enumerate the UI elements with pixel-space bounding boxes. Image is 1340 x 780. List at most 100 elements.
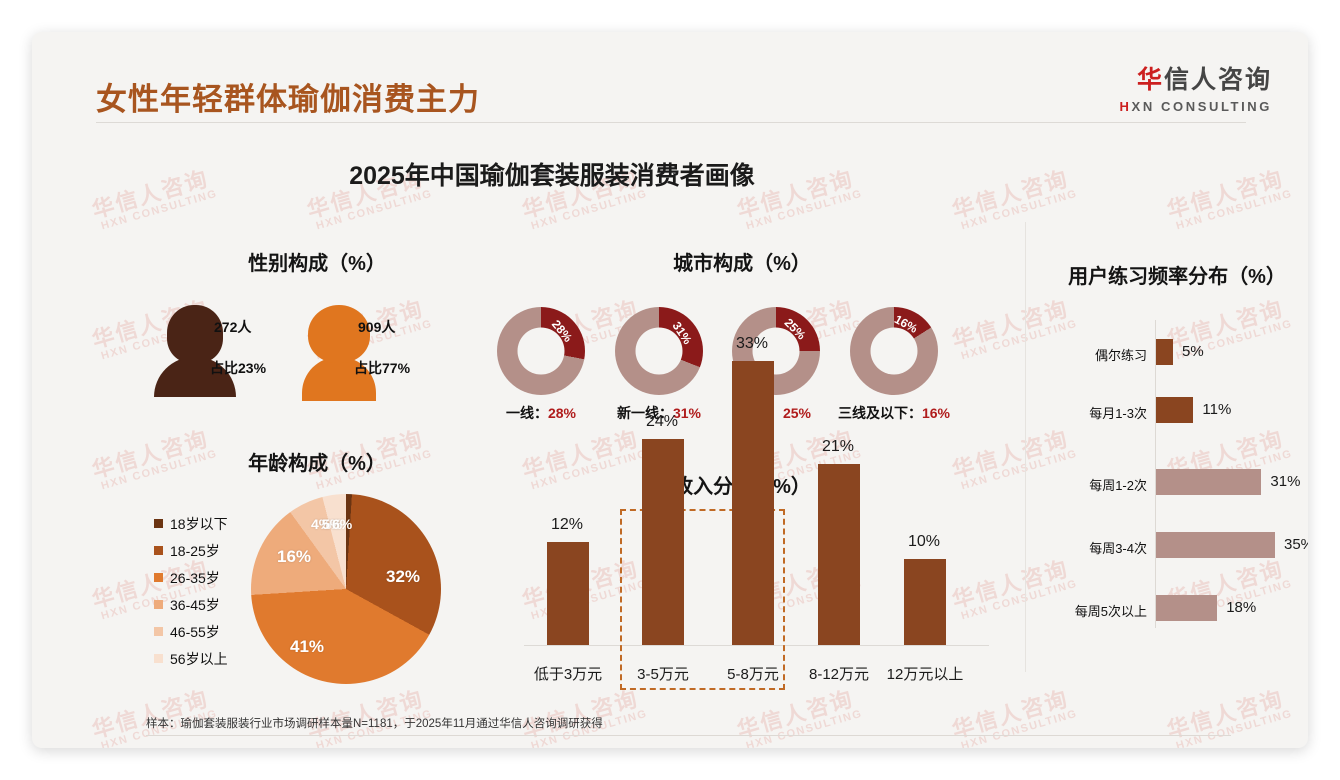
- donut-label-value: 25%: [782, 405, 812, 421]
- income-bar-category: 5-8万元: [727, 666, 779, 683]
- legend-label: 18岁以下: [170, 515, 228, 532]
- frequency-category: 每月1-3次: [1089, 406, 1147, 421]
- donut-label: 新一线：31%: [617, 403, 701, 423]
- frequency-category: 偶尔练习: [1094, 348, 1147, 363]
- income-bar-category: 3-5万元: [637, 666, 689, 683]
- donut-hole: [870, 327, 918, 375]
- pie-slice-label: 41%: [290, 637, 325, 656]
- frequency-bar: [1156, 339, 1173, 365]
- income-bar-value: 33%: [736, 335, 769, 353]
- legend-swatch: [154, 600, 163, 609]
- frequency-bar: [1156, 397, 1194, 423]
- frequency-bar: [1156, 532, 1275, 558]
- age-pie-chart: [251, 494, 441, 684]
- city-donut: 28% 一线：28%: [497, 307, 585, 421]
- pie-slice-label: 5%: [322, 516, 343, 532]
- donut-label: 三线及以下：16%: [838, 403, 950, 423]
- income-bar-category: 12万元以上: [886, 666, 964, 683]
- frequency-section-title: 用户练习频率分布（%）: [1068, 266, 1286, 288]
- income-axis-line: [524, 645, 989, 646]
- male-silhouette-icon-head: [167, 305, 223, 363]
- logo-en-red: H: [1119, 99, 1132, 114]
- legend-label: 18-25岁: [170, 542, 220, 559]
- city-section-title: 城市构成（%）: [673, 253, 811, 275]
- donut-label-value: 28%: [547, 405, 577, 421]
- donut-hole: [517, 327, 565, 375]
- donut-ring: 28%: [497, 307, 585, 395]
- legend-item: 56岁以上: [154, 645, 228, 672]
- frequency-value: 35%: [1284, 536, 1308, 553]
- income-bar-value: 21%: [822, 438, 855, 456]
- header-divider: [96, 122, 1246, 123]
- donut-ring: 31%: [615, 307, 703, 395]
- frequency-bar: [1156, 469, 1262, 495]
- female-silhouette-icon-head: [308, 305, 370, 363]
- frequency-axis-line: [1155, 320, 1156, 628]
- pie-slice-label: 16%: [277, 547, 312, 566]
- legend-label: 36-45岁: [170, 596, 220, 613]
- frequency-value: 11%: [1202, 401, 1232, 418]
- pie-slice-label: 32%: [386, 567, 421, 586]
- infographic-card: 华信人咨询 HXN CONSULTING 华信人咨询 HXN CONSULTING 华信…: [32, 32, 1308, 748]
- company-logo: 华信人咨询 HXN CONSULTING: [1120, 60, 1272, 114]
- frequency-value: 5%: [1182, 343, 1204, 360]
- donut-label-text: 新一线：: [616, 405, 673, 421]
- age-pie-legend: 18岁以下 18-25岁 26-35岁 36-45岁 46-55岁 56岁以上: [154, 510, 228, 672]
- city-donut: 16% 三线及以下：16%: [838, 307, 950, 421]
- legend-swatch: [154, 546, 163, 555]
- income-highlight-box: [620, 509, 785, 690]
- gender-share: 占比23%: [210, 360, 267, 376]
- frequency-category: 每周1-2次: [1089, 478, 1147, 493]
- gender-share: 占比77%: [354, 360, 411, 376]
- income-bar-value: 10%: [908, 533, 941, 550]
- donut-hole: [635, 327, 683, 375]
- donut-ring: 16%: [850, 307, 938, 395]
- pie-slice-label: 6%: [332, 516, 353, 532]
- legend-swatch: [154, 654, 163, 663]
- city-donut: 31% 新一线：31%: [615, 307, 703, 421]
- page-title: 女性年轻群体瑜伽消费主力: [96, 82, 480, 117]
- income-bar: [732, 361, 774, 645]
- logo-cn-red: 华: [1136, 66, 1164, 94]
- income-bar-value: 12%: [551, 515, 584, 533]
- frequency-bar: [1156, 595, 1218, 621]
- male-silhouette-icon: [150, 305, 240, 397]
- legend-swatch: [154, 519, 163, 528]
- gender-section-title: 性别构成（%）: [248, 253, 386, 275]
- logo-cn: 华信人咨询: [1120, 60, 1272, 96]
- sample-note: 样本：瑜伽套装服装行业市场调研样本量N=1181，于2025年11月通过华信人咨…: [146, 718, 603, 730]
- female-silhouette-icon: [294, 305, 384, 401]
- legend-label: 26-35岁: [170, 569, 220, 586]
- legend-label: 56岁以上: [170, 650, 228, 667]
- legend-item: 46-55岁: [154, 618, 228, 645]
- footer-divider: [146, 735, 1231, 736]
- legend-item: 36-45岁: [154, 591, 228, 618]
- legend-swatch: [154, 627, 163, 636]
- donut-label-value: 16%: [921, 405, 951, 421]
- legend-item: 26-35岁: [154, 564, 228, 591]
- gender-count: 909人: [358, 319, 396, 335]
- donut-label-text: 三线及以下：: [837, 405, 922, 421]
- column-divider: [1025, 222, 1026, 672]
- income-bar: [547, 541, 589, 645]
- legend-item: 18-25岁: [154, 537, 228, 564]
- frequency-value: 18%: [1226, 599, 1257, 616]
- donut-label-text: 一线：: [505, 405, 548, 421]
- logo-en: HXN CONSULTING: [1120, 99, 1272, 114]
- legend-item: 18岁以下: [154, 510, 228, 537]
- chart-main-title: 2025年中国瑜伽套装服装消费者画像: [349, 162, 755, 190]
- age-section-title: 年龄构成（%）: [248, 453, 386, 475]
- income-bar-category: 8-12万元: [808, 666, 870, 683]
- donut-label: 一线：28%: [506, 403, 576, 423]
- legend-label: 46-55岁: [170, 623, 220, 640]
- logo-en-rest: XN CONSULTING: [1131, 99, 1272, 114]
- logo-cn-rest: 信人咨询: [1163, 66, 1272, 94]
- frequency-category: 每周3-4次: [1089, 541, 1147, 556]
- frequency-category: 每周5次以上: [1074, 604, 1147, 619]
- legend-swatch: [154, 573, 163, 582]
